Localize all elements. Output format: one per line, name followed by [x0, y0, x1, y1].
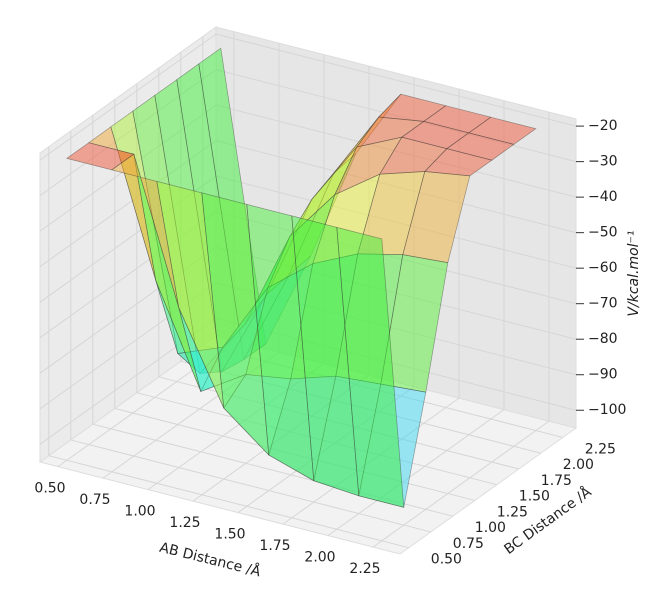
- z-tick-label: −90: [588, 367, 618, 383]
- grid-line: [48, 455, 409, 549]
- z-tick-label: −70: [588, 296, 618, 312]
- z-tick-label: −40: [588, 189, 618, 205]
- surface-patch: [336, 226, 405, 508]
- z-tick-label: −30: [588, 154, 618, 170]
- x-tick-label: 0.50: [34, 481, 65, 497]
- grid-line: [372, 420, 550, 548]
- grid-line: [39, 33, 217, 161]
- surface-patch: [402, 171, 471, 264]
- y-tick-label: 2.25: [585, 441, 616, 457]
- y-tick-label: 1.50: [519, 489, 550, 505]
- z-tick-label: −60: [588, 260, 618, 276]
- x-axis-label: AB Distance /Å: [158, 539, 263, 581]
- x-tick-label: 1.25: [169, 515, 200, 531]
- x-tick-label: 0.75: [79, 492, 110, 508]
- z-tick-label: −20: [588, 118, 618, 134]
- x-tick-label: 2.25: [349, 561, 380, 577]
- x-tick-label: 1.75: [259, 538, 290, 554]
- x-tick-label: 2.00: [304, 550, 335, 566]
- z-tick-label: −80: [588, 331, 618, 347]
- x-tick-label: 1.50: [214, 527, 245, 543]
- grid-line: [70, 439, 431, 533]
- y-tick-label: 2.00: [563, 457, 594, 473]
- z-tick-label: −50: [588, 225, 618, 241]
- grid-line: [215, 33, 577, 127]
- y-tick-label: 0.75: [453, 536, 484, 552]
- grid-line: [327, 409, 505, 537]
- y-tick-label: 0.50: [431, 552, 462, 568]
- z-tick-label: −100: [588, 402, 626, 418]
- y-tick-label: 1.75: [541, 473, 572, 489]
- x-tick-label: 1.00: [124, 504, 155, 520]
- z-axis-label: V/kcal.mol⁻¹: [626, 230, 642, 316]
- y-tick-label: 1.00: [475, 520, 506, 536]
- y-tick-label: 1.25: [497, 504, 528, 520]
